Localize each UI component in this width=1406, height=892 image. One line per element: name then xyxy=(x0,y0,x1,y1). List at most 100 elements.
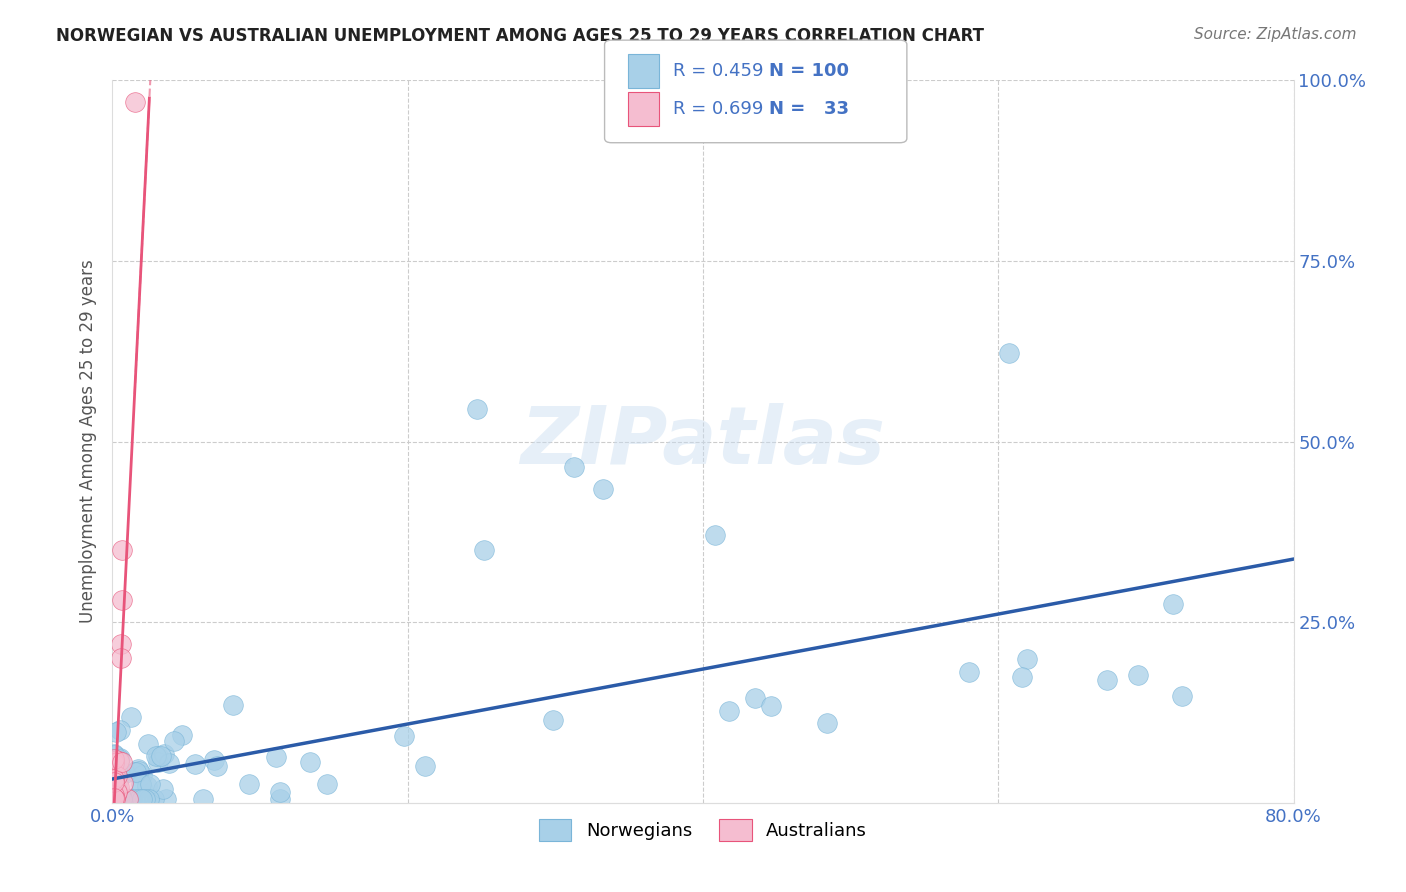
Point xyxy=(103,767,125,781)
Point xyxy=(465,402,488,417)
Point xyxy=(1128,668,1150,682)
Point xyxy=(125,764,148,779)
Point xyxy=(129,777,152,791)
Point xyxy=(103,766,125,780)
Point xyxy=(138,792,160,806)
Point xyxy=(562,459,585,474)
Point xyxy=(104,788,127,802)
Point xyxy=(149,749,172,764)
Point xyxy=(103,752,125,766)
Point xyxy=(128,792,150,806)
Point xyxy=(134,792,156,806)
Point xyxy=(110,651,132,665)
Point xyxy=(104,792,127,806)
Point xyxy=(108,752,131,766)
Point xyxy=(157,756,180,770)
Point xyxy=(103,774,125,789)
Point xyxy=(110,593,132,607)
Y-axis label: Unemployment Among Ages 25 to 29 years: Unemployment Among Ages 25 to 29 years xyxy=(79,260,97,624)
Point xyxy=(105,772,128,787)
Point xyxy=(103,775,125,789)
Point xyxy=(298,755,321,769)
Point xyxy=(957,665,980,680)
Point xyxy=(104,792,127,806)
Point xyxy=(117,792,139,806)
Point xyxy=(103,788,125,802)
Point xyxy=(121,792,143,806)
Point xyxy=(103,767,125,781)
Point xyxy=(108,780,131,795)
Point xyxy=(128,792,150,806)
Point xyxy=(472,542,495,557)
Point xyxy=(815,715,838,730)
Point xyxy=(392,729,415,743)
Point xyxy=(103,747,125,761)
Point xyxy=(238,777,260,791)
Point xyxy=(541,713,564,727)
Point xyxy=(744,691,766,706)
Point xyxy=(104,780,127,795)
Point xyxy=(103,758,125,772)
Point xyxy=(103,792,125,806)
Point xyxy=(103,787,125,801)
Point xyxy=(128,792,150,806)
Text: N =   33: N = 33 xyxy=(769,100,849,118)
Point xyxy=(761,698,783,713)
Point xyxy=(592,482,614,496)
Legend: Norwegians, Australians: Norwegians, Australians xyxy=(531,812,875,848)
Point xyxy=(104,781,127,796)
Point xyxy=(128,764,150,779)
Point xyxy=(125,792,148,806)
Point xyxy=(997,346,1019,360)
Text: R = 0.459: R = 0.459 xyxy=(673,62,763,80)
Point xyxy=(103,772,125,786)
Point xyxy=(146,756,169,770)
Point xyxy=(163,734,186,748)
Point xyxy=(103,792,125,806)
Point xyxy=(124,792,146,806)
Point xyxy=(191,791,214,805)
Point xyxy=(108,786,131,800)
Point xyxy=(1161,597,1184,611)
Point xyxy=(103,792,125,806)
Point xyxy=(138,777,160,791)
Point xyxy=(120,710,142,724)
Point xyxy=(205,759,228,773)
Point xyxy=(103,792,125,806)
Point xyxy=(269,785,291,799)
Point xyxy=(127,762,149,776)
Point xyxy=(202,753,225,767)
Point xyxy=(103,771,125,785)
Point xyxy=(108,751,131,765)
Point xyxy=(124,95,146,109)
Point xyxy=(269,792,291,806)
Point xyxy=(103,760,125,774)
Text: NORWEGIAN VS AUSTRALIAN UNEMPLOYMENT AMONG AGES 25 TO 29 YEARS CORRELATION CHART: NORWEGIAN VS AUSTRALIAN UNEMPLOYMENT AMO… xyxy=(56,27,984,45)
Point xyxy=(104,789,127,803)
Point xyxy=(135,792,157,806)
Point xyxy=(103,756,125,771)
Point xyxy=(107,774,129,789)
Point xyxy=(136,779,159,793)
Point xyxy=(108,754,131,768)
Point xyxy=(222,698,245,713)
Point xyxy=(111,792,134,806)
Point xyxy=(111,542,134,557)
Point xyxy=(131,792,153,806)
Point xyxy=(103,791,125,805)
Point xyxy=(153,747,176,762)
Point xyxy=(1011,670,1033,684)
Point xyxy=(103,792,125,806)
Point xyxy=(413,758,436,772)
Point xyxy=(146,748,169,763)
Point xyxy=(103,792,125,806)
Point xyxy=(121,792,143,806)
Point xyxy=(704,528,727,542)
Point xyxy=(170,728,193,742)
Point xyxy=(155,792,177,806)
Point xyxy=(107,792,129,806)
Point xyxy=(316,777,339,791)
Point xyxy=(105,784,128,798)
Point xyxy=(108,789,131,803)
Point xyxy=(103,785,125,799)
